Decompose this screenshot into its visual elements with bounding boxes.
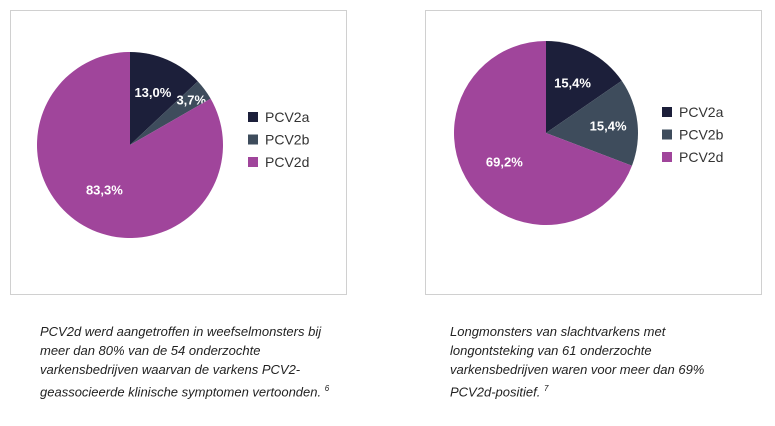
legend-label: PCV2a [679,104,724,120]
pie-slice [130,52,198,145]
data-label: 3,7% [176,93,206,108]
legend-label: PCV2b [265,132,310,148]
data-label: 69,2% [486,155,523,170]
pie-slice [130,81,211,145]
footnote: 6 [324,384,330,393]
pie-slice [454,41,632,225]
legend-swatch [662,129,672,140]
legend-swatch [248,112,258,122]
pie-slice [37,52,224,238]
data-label: 83,3% [86,182,123,197]
legend-label: PCV2a [265,109,310,125]
footnote: 7 [543,384,549,393]
pie-slice [546,41,622,133]
caption: Longmonsters van slachtvarkens met longo… [450,322,750,401]
caption: PCV2d werd aangetroffen in weefselmonste… [40,322,350,401]
legend-swatch [248,157,258,167]
legend-label: PCV2b [679,127,724,143]
data-label: 13,0% [134,85,171,100]
legend-swatch [662,107,672,117]
legend-label: PCV2d [265,154,309,170]
legend-label: PCV2d [679,149,723,165]
caption-text: Longmonsters van slachtvarkens met longo… [450,324,705,400]
caption-text: PCV2d werd aangetroffen in weefselmonste… [40,324,322,400]
legend-swatch [248,134,258,145]
legend-swatch [662,152,672,162]
data-label: 15,4% [554,76,591,91]
data-label: 15,4% [590,119,627,134]
pie-slice [546,80,638,166]
